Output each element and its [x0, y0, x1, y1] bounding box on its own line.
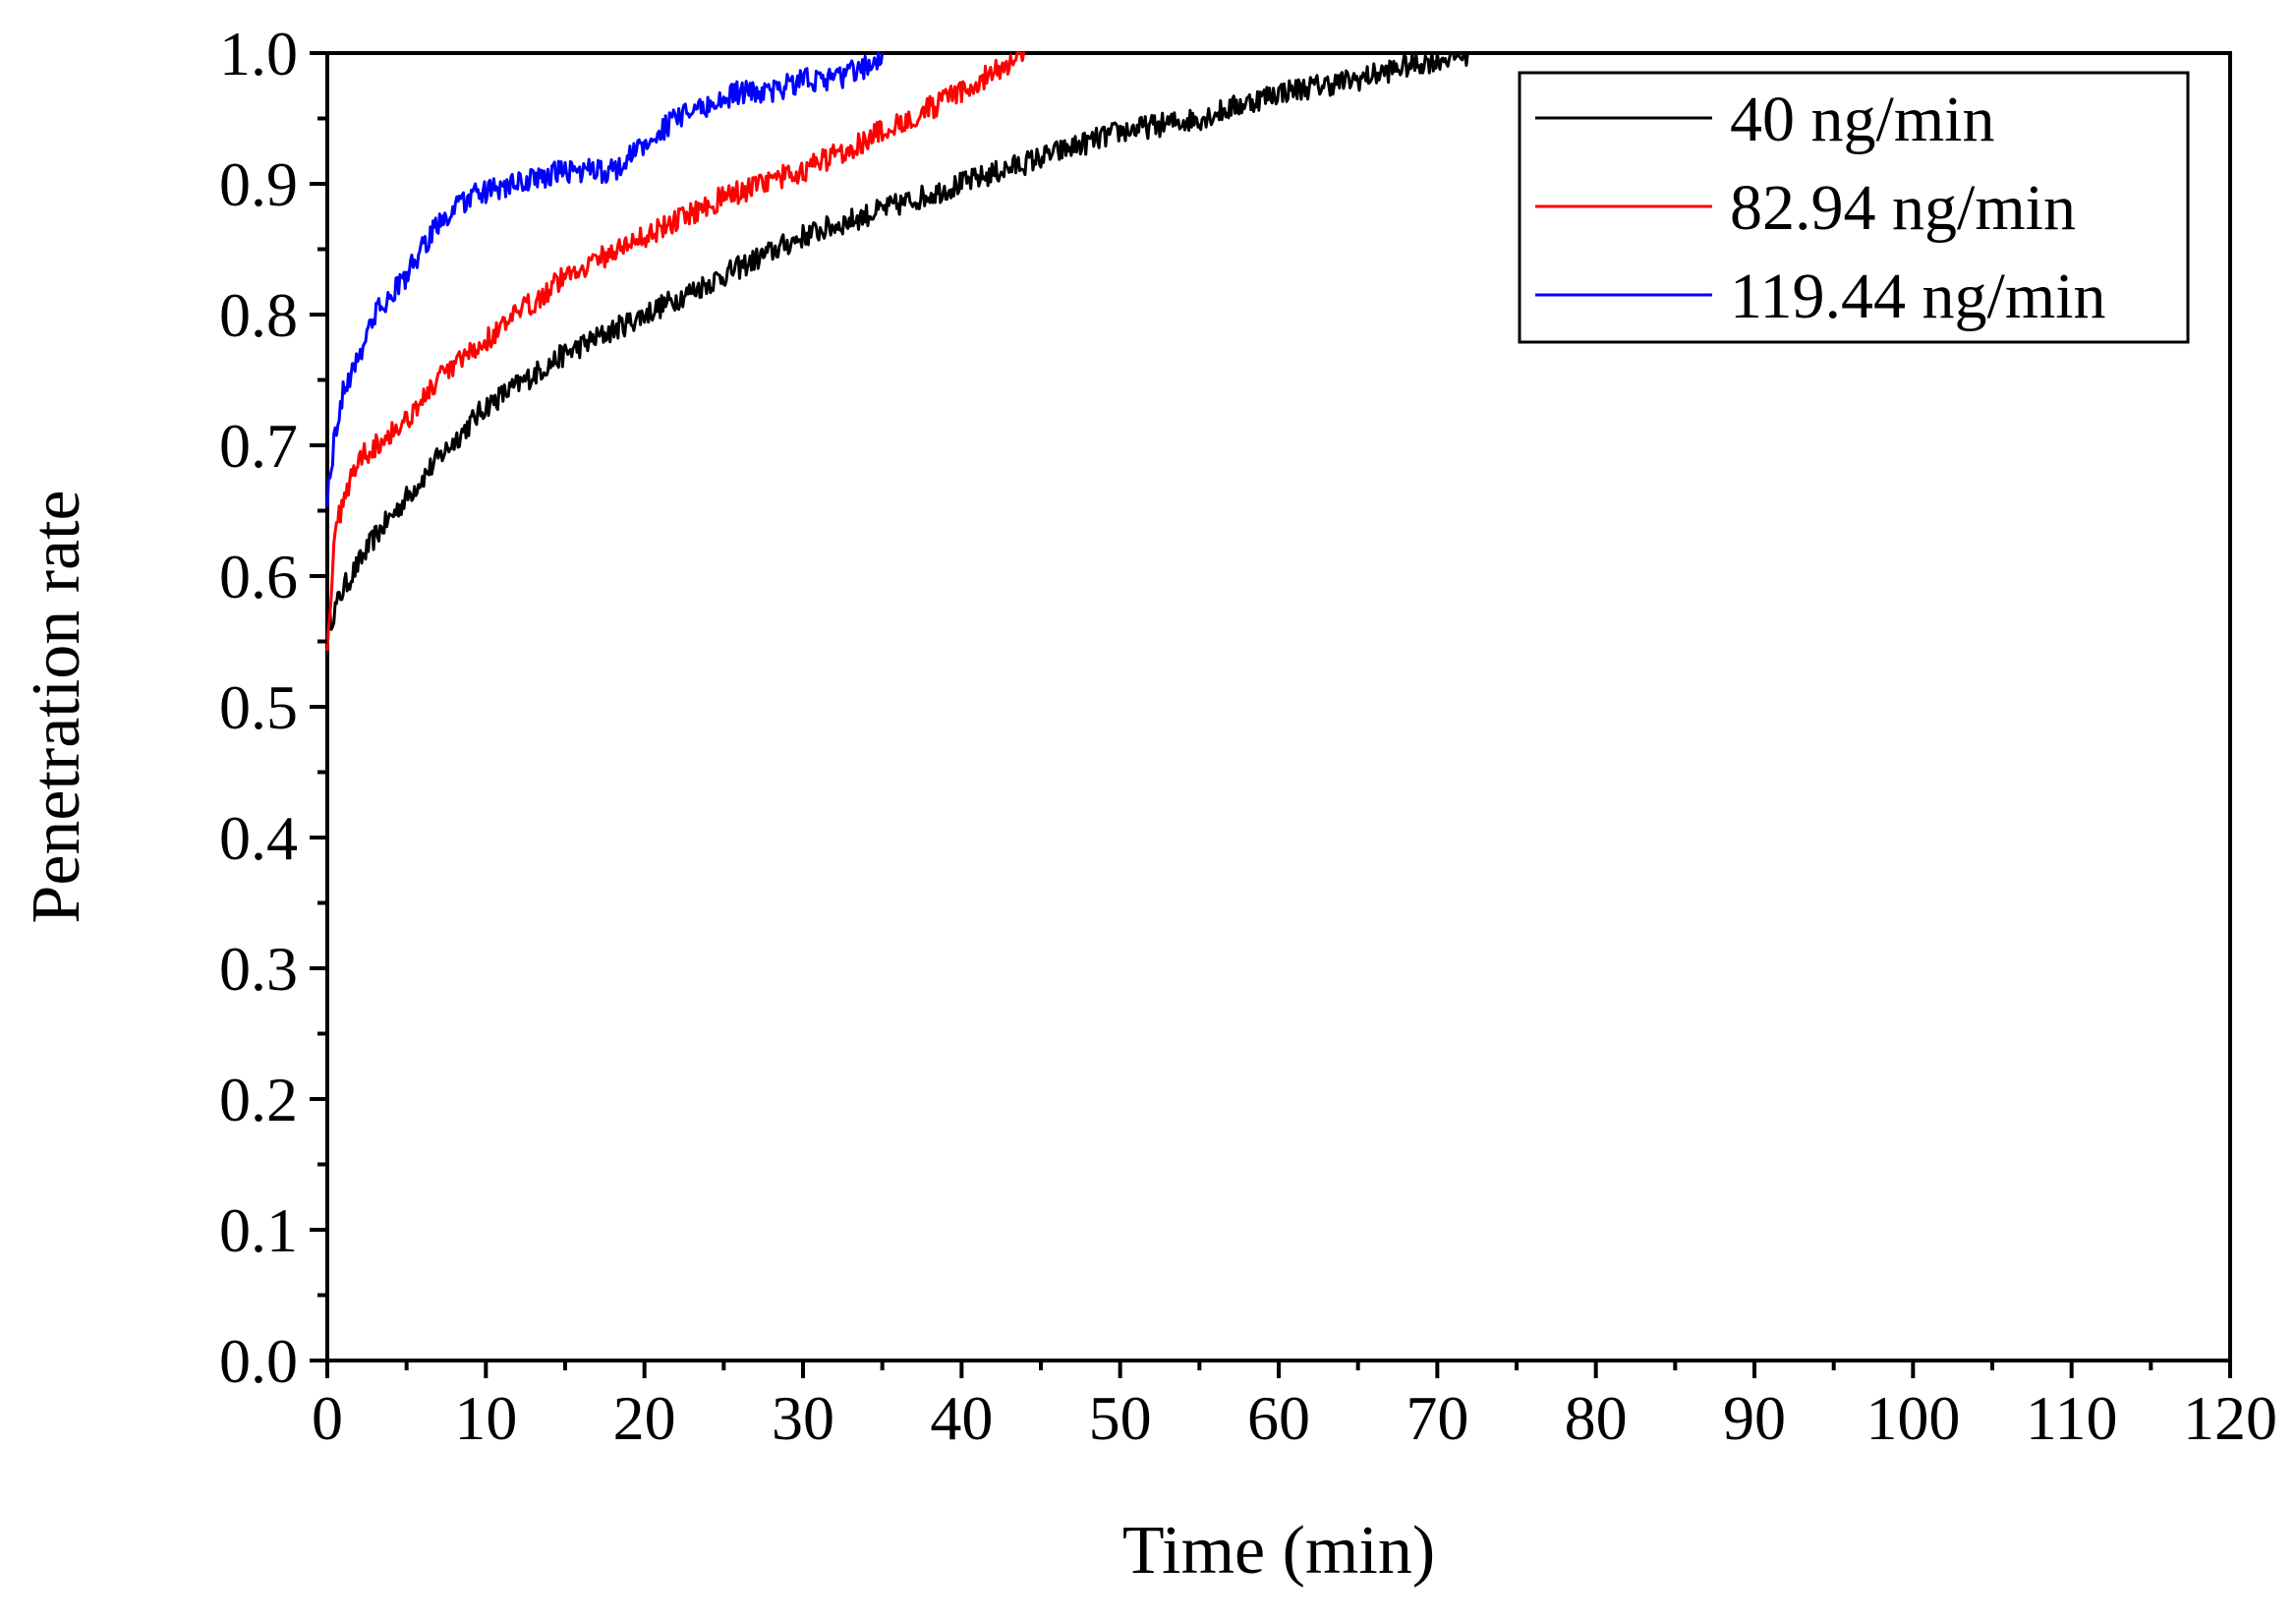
- legend: 40 ng/min 82.94 ng/min 119.44 ng/min: [1518, 71, 2190, 344]
- x-tick-label: 20: [613, 1383, 676, 1453]
- y-tick-label: 0.7: [219, 411, 298, 481]
- y-tick-label: 0.8: [219, 280, 298, 350]
- x-tick-label: 80: [1565, 1383, 1628, 1453]
- x-tick-label: 10: [454, 1383, 517, 1453]
- y-tick-label: 0.9: [219, 149, 298, 219]
- x-tick-label: 50: [1089, 1383, 1152, 1453]
- legend-label: 119.44 ng/min: [1730, 261, 2106, 332]
- x-axis-title: Time (min): [1122, 1513, 1435, 1589]
- x-tick-label: 70: [1406, 1383, 1468, 1453]
- y-tick-label: 0.2: [219, 1065, 298, 1134]
- x-tick-label: 120: [2183, 1383, 2277, 1453]
- series-line-3: [325, 51, 885, 507]
- legend-label: 40 ng/min: [1730, 84, 1995, 155]
- x-tick-label: 100: [1866, 1383, 1960, 1453]
- series-line-2: [325, 51, 1025, 652]
- x-tick-label: 60: [1247, 1383, 1310, 1453]
- y-tick-label: 0.3: [219, 934, 298, 1004]
- y-tick-label: 0.5: [219, 672, 298, 742]
- x-tick-label: 90: [1723, 1383, 1786, 1453]
- ticks-layer: 0 10 20 30 40 50 60 70 80 90 100 110 120 0.0 0.1 0.2 0.3…: [219, 19, 2277, 1453]
- y-tick-label: 1.0: [219, 19, 298, 88]
- y-tick-label: 0.6: [219, 542, 298, 611]
- series-line-1: [325, 51, 1469, 638]
- y-tick-label: 0.4: [219, 803, 298, 873]
- y-tick-label: 0.0: [219, 1326, 298, 1396]
- x-tick-label: 0: [312, 1383, 343, 1453]
- x-tick-label: 110: [2026, 1383, 2118, 1453]
- y-tick-label: 0.1: [219, 1195, 298, 1265]
- legend-label: 82.94 ng/min: [1730, 172, 2076, 244]
- series-layer: [325, 51, 1469, 652]
- y-axis-title: Penetration rate: [19, 490, 94, 923]
- x-tick-label: 30: [772, 1383, 834, 1453]
- x-tick-label: 40: [930, 1383, 993, 1453]
